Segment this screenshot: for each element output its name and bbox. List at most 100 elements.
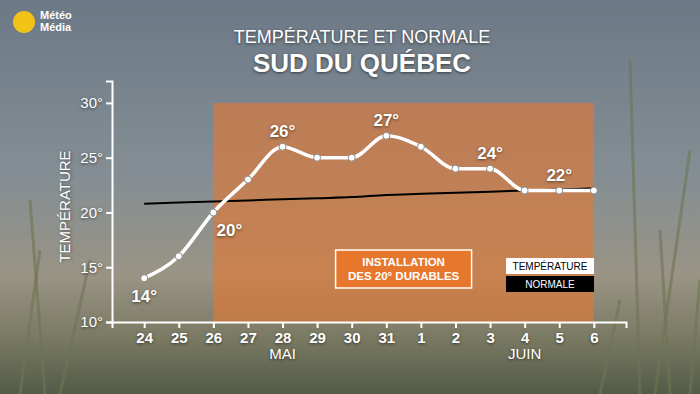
x-group-label: MAI <box>269 345 296 362</box>
y-tick-mark <box>106 157 112 159</box>
x-group-label: JUIN <box>508 345 541 362</box>
x-tick: 28 <box>275 322 292 346</box>
x-tick-label: 31 <box>378 329 395 346</box>
x-tick-label: 26 <box>206 329 223 346</box>
y-tick: 25° <box>80 149 112 166</box>
x-tick: 3 <box>486 322 494 346</box>
x-axis-line <box>113 323 627 329</box>
data-point <box>141 275 148 282</box>
x-tick-label: 1 <box>417 329 425 346</box>
data-point <box>383 132 390 139</box>
data-point <box>348 154 355 161</box>
legend-swatch <box>506 276 594 292</box>
data-label: 14° <box>131 287 157 306</box>
x-tick-label: 6 <box>590 329 598 346</box>
x-tick-mark <box>524 322 526 328</box>
data-label: 20° <box>216 221 242 240</box>
x-tick-mark <box>593 322 595 328</box>
annotation-text: DES 20° DURABLES <box>348 270 460 282</box>
data-point <box>279 143 286 150</box>
x-tick-label: 28 <box>275 329 292 346</box>
y-tick-mark <box>106 212 112 214</box>
data-point <box>556 187 563 194</box>
y-tick-mark <box>106 102 112 104</box>
x-tick-mark <box>559 322 561 328</box>
data-point <box>210 209 217 216</box>
data-point <box>521 187 528 194</box>
grass-blade <box>655 150 690 394</box>
x-tick-label: 5 <box>556 329 564 346</box>
data-point <box>175 253 182 260</box>
grass-blade <box>660 230 670 394</box>
decor-grass <box>20 60 700 394</box>
x-tick: 1 <box>417 322 425 346</box>
background <box>0 0 700 394</box>
x-tick: 25 <box>171 322 188 346</box>
data-point <box>487 165 494 172</box>
grass-blade <box>630 60 640 394</box>
legend-swatch <box>506 258 594 274</box>
annotation-box <box>336 250 472 288</box>
legend-label: TEMPÉRATURE <box>513 260 588 272</box>
x-tick: 4 <box>521 322 530 346</box>
chart: MétéoMédia TEMPÉRATURE ET NORMALESUD DU Q… <box>0 0 700 394</box>
y-tick: 15° <box>80 259 112 276</box>
data-label: 24° <box>477 144 503 163</box>
grass-blade <box>690 280 700 394</box>
x-tick-label: 24 <box>136 329 153 346</box>
x-tick-mark <box>490 322 492 328</box>
y-tick: 10° <box>80 313 112 330</box>
highlight-zone <box>213 103 593 322</box>
background-overlay <box>0 0 700 394</box>
x-tick-label: 4 <box>521 329 530 346</box>
y-tick-label: 30° <box>80 94 103 111</box>
x-tick-mark <box>351 322 353 328</box>
x-tick: 6 <box>590 322 598 346</box>
x-tick-mark <box>144 322 146 328</box>
x-tick-mark <box>282 322 284 328</box>
x-tick-label: 30 <box>344 329 361 346</box>
plot-area <box>141 103 598 322</box>
y-tick-label: 15° <box>80 259 103 276</box>
data-label: 27° <box>373 111 399 130</box>
x-tick-label: 27 <box>240 329 257 346</box>
x-tick: 2 <box>452 322 460 346</box>
data-point <box>452 165 459 172</box>
x-tick: 24 <box>136 322 153 346</box>
logo-text: Média <box>40 21 72 33</box>
legend: TEMPÉRATURENORMALE <box>506 258 594 292</box>
y-tick: 20° <box>80 204 112 221</box>
x-tick-label: 3 <box>486 329 494 346</box>
x-tick: 31 <box>378 322 395 346</box>
grass-blade <box>30 200 45 394</box>
logo-icon <box>13 11 35 33</box>
x-tick-label: 25 <box>171 329 188 346</box>
grass-blade <box>600 300 620 394</box>
x-tick-mark <box>386 322 388 328</box>
logo-text: Météo <box>40 9 72 21</box>
x-tick-mark <box>420 322 422 328</box>
series-line <box>144 136 594 278</box>
data-point <box>417 143 424 150</box>
x-tick: 30 <box>344 322 361 346</box>
data-point <box>314 154 321 161</box>
y-tick-mark <box>106 267 112 269</box>
y-axis: 10° 15° 20° 25° 30° <box>80 82 112 331</box>
y-tick: 30° <box>80 94 112 111</box>
x-tick: 26 <box>206 322 223 346</box>
x-tick-mark <box>247 322 249 328</box>
title: TEMPÉRATURE ET NORMALE <box>234 27 490 47</box>
x-tick-label: 2 <box>452 329 460 346</box>
data-point <box>244 176 251 183</box>
data-point <box>590 187 597 194</box>
x-axis: 24 25 26 27 28 29 30 31 1 2 3 4 5 6 <box>113 322 627 346</box>
x-tick-label: 29 <box>309 329 326 346</box>
y-axis-title: TEMPÉRATURE <box>56 150 73 262</box>
y-tick-label: 25° <box>80 149 103 166</box>
subtitle: SUD DU QUÉBEC <box>253 48 471 78</box>
x-tick: 5 <box>556 322 564 346</box>
x-tick-mark <box>455 322 457 328</box>
y-tick-label: 10° <box>80 313 103 330</box>
x-tick-mark <box>178 322 180 328</box>
y-tick-mark <box>106 322 112 324</box>
